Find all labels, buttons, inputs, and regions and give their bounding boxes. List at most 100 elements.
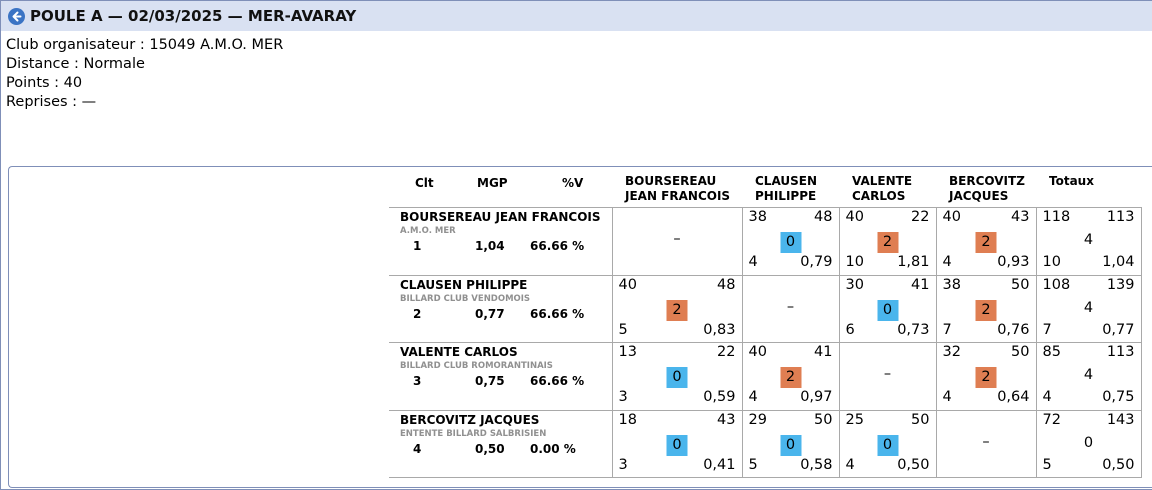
col-opponent-2: CLAUSEN PHILIPPE	[755, 174, 817, 203]
match-result-badge: 0	[780, 231, 801, 253]
total-match-points: 0	[1083, 434, 1094, 451]
match-result-badge: 0	[780, 434, 801, 456]
player-club: A.M.O. MER	[400, 225, 456, 236]
player-win-pct: 66.66 %	[530, 238, 585, 253]
match-opponent-points: 43	[1011, 208, 1030, 225]
player-club: BILLARD CLUB VENDOMOIS	[400, 293, 531, 304]
organizer-club: Club organisateur : 15049 A.M.O. MER	[6, 37, 284, 53]
total-opponent-points: 113	[1106, 208, 1135, 225]
match-result-badge: 0	[877, 434, 898, 456]
arrow-left-icon[interactable]	[8, 7, 25, 25]
totals-cell: 85 113 4 4 0,75	[1035, 342, 1142, 411]
match-reprises: 4	[942, 253, 952, 270]
match-average: 0,73	[897, 321, 930, 338]
match-reprises: 4	[942, 389, 952, 405]
col-pct: %V	[562, 176, 584, 190]
total-points: 118	[1042, 208, 1071, 225]
player-header: Clt MGP %V	[389, 171, 612, 207]
player-rank: 3	[413, 374, 422, 388]
player-mgp: 1,04	[475, 238, 505, 253]
col-opponent-3: VALENTE CARLOS	[852, 174, 913, 203]
match-cell: 40 48 2 5 0,83	[611, 274, 743, 343]
match-result-badge: 2	[666, 299, 688, 321]
empty-dash: –	[786, 298, 795, 315]
match-points: 40	[845, 208, 864, 225]
match-cell: 32 50 2 4 0,64	[935, 342, 1037, 411]
total-match-points: 4	[1083, 299, 1094, 316]
match-average: 0,59	[703, 389, 736, 405]
match-opponent-points: 22	[717, 344, 736, 360]
player-rank: 1	[413, 238, 422, 253]
match-reprises: 3	[618, 456, 628, 473]
col-opponent-4: BERCOVITZ JACQUES	[949, 174, 1025, 203]
results-panel	[8, 166, 1152, 488]
player-name: BERCOVITZ JACQUES	[400, 412, 540, 427]
match-cell: 29 50 0 5 0,58	[741, 409, 840, 478]
match-result-badge: 2	[975, 299, 997, 321]
match-points: 25	[845, 411, 864, 428]
total-reprises: 7	[1042, 321, 1052, 338]
player-name: CLAUSEN PHILIPPE	[400, 277, 528, 292]
match-reprises: 10	[845, 253, 864, 270]
match-opponent-points: 50	[1011, 344, 1030, 360]
player-cell: CLAUSEN PHILIPPE BILLARD CLUB VENDOMOIS 2 0…	[389, 274, 613, 343]
match-cell: 30 41 0 6 0,73	[838, 274, 937, 343]
col-mgp: MGP	[477, 176, 508, 190]
match-result-badge: 2	[780, 367, 801, 388]
match-points: 38	[748, 208, 767, 225]
match-reprises: 5	[618, 321, 628, 338]
player-rank: 4	[413, 441, 422, 456]
total-points: 85	[1042, 344, 1061, 360]
match-points: 40	[748, 344, 767, 360]
player-club: ENTENTE BILLARD SALBRISIEN	[400, 428, 547, 439]
match-average: 0,83	[703, 321, 736, 338]
empty-dash: –	[883, 366, 892, 382]
match-points: 13	[618, 344, 637, 360]
empty-dash: –	[982, 433, 990, 450]
col-totals: Totaux	[1049, 174, 1094, 188]
match-average: 0,41	[703, 456, 736, 473]
match-cell: 38 48 0 4 0,79	[741, 206, 840, 276]
page-title: POULE A — 02/03/2025 — MER-AVARAY	[30, 7, 357, 25]
match-average: 0,76	[997, 321, 1030, 338]
title-bar: POULE A — 02/03/2025 — MER-AVARAY	[1, 1, 1152, 31]
reprises: Reprises : —	[6, 94, 97, 110]
player-cell: BOURSEREAU JEAN FRANCOIS A.M.O. MER 1 1,04 6…	[389, 206, 613, 276]
total-average: 0,50	[1102, 456, 1135, 473]
player-club: BILLARD CLUB ROMORANTINAIS	[400, 361, 553, 371]
competition-info: Club organisateur : 15049 A.M.O. MER Dis…	[6, 36, 283, 112]
col-opponent-1: BOURSEREAU JEAN FRANCOIS	[625, 174, 731, 203]
total-average: 0,77	[1102, 321, 1135, 338]
match-reprises: 4	[748, 253, 758, 270]
player-mgp: 0,75	[475, 374, 505, 388]
player-win-pct: 66.66 %	[530, 306, 585, 321]
match-points: 38	[942, 276, 961, 293]
empty-dash: –	[673, 230, 681, 247]
total-match-points: 4	[1083, 367, 1094, 383]
match-average: 0,97	[800, 389, 833, 405]
player-name: BOURSEREAU JEAN FRANCOIS	[400, 209, 601, 224]
total-opponent-points: 139	[1106, 276, 1135, 293]
match-reprises: 5	[748, 456, 758, 473]
table-row: VALENTE CARLOS BILLARD CLUB ROMORANTINAIS…	[389, 342, 1142, 411]
player-mgp: 0,50	[475, 441, 505, 456]
self-match-cell: –	[741, 274, 840, 343]
match-result-badge: 2	[975, 231, 997, 253]
match-average: 0,58	[800, 456, 833, 473]
match-result-badge: 0	[666, 367, 688, 388]
table-row: BOURSEREAU JEAN FRANCOIS A.M.O. MER 1 1,04 6…	[389, 206, 1142, 276]
match-opponent-points: 41	[814, 344, 833, 360]
match-opponent-points: 48	[717, 276, 736, 293]
self-match-cell: –	[935, 409, 1037, 478]
total-reprises: 5	[1042, 456, 1052, 473]
table-row: BERCOVITZ JACQUES ENTENTE BILLARD SALBRIS…	[389, 409, 1142, 478]
results-table: Clt MGP %V BOURSEREAU JEAN FRANCOIS CLAU…	[389, 171, 1142, 478]
total-opponent-points: 113	[1106, 344, 1135, 360]
player-cell: BERCOVITZ JACQUES ENTENTE BILLARD SALBRIS…	[389, 409, 613, 478]
totals-cell: 108 139 4 7 0,77	[1035, 274, 1142, 343]
points: Points : 40	[6, 75, 83, 91]
match-points: 30	[845, 276, 864, 293]
match-cell: 13 22 0 3 0,59	[611, 342, 743, 411]
total-reprises: 4	[1042, 389, 1052, 405]
table-header-row: Clt MGP %V BOURSEREAU JEAN FRANCOIS CLAU…	[389, 171, 1141, 207]
